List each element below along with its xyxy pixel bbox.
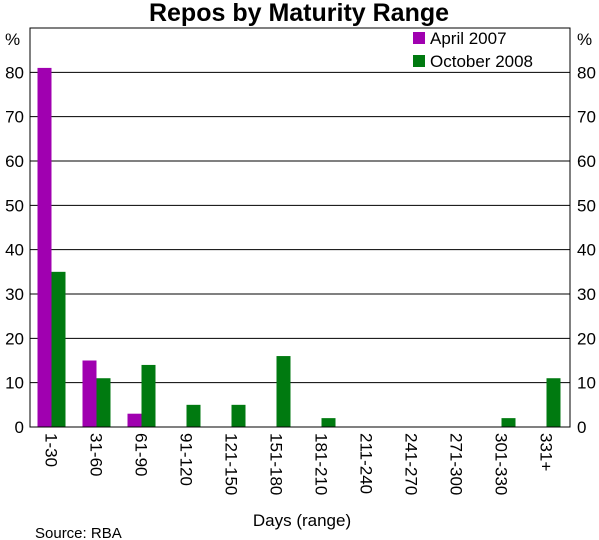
bar-april-2007-1-30: [37, 67, 52, 428]
legend-swatch: [413, 55, 425, 67]
y-tick-label-right: 60: [577, 152, 596, 171]
y-tick-label-right: 50: [577, 196, 596, 215]
y-tick-label-left: 20: [5, 329, 24, 348]
y-axis-ticks: 0 0 10 10 20 20 30 30 40 40 50 50 60 60 70 70 80 80: [5, 63, 596, 437]
y-tick-label-right: 40: [577, 241, 596, 260]
x-axis-label: Days (range): [253, 511, 351, 530]
y-tick-label-right: 30: [577, 285, 596, 304]
bars: [37, 67, 561, 428]
y-tick-label-right: 10: [577, 374, 596, 393]
plot-frame: [29, 27, 571, 428]
y-tick-label-left: 10: [5, 374, 24, 393]
gridlines: [30, 71, 570, 384]
bar-october-2008-301-330: [501, 418, 516, 427]
x-tick-label: 301-330: [492, 433, 511, 495]
y-tick-label-left: 40: [5, 241, 24, 260]
x-tick-label: 331+: [537, 433, 556, 471]
source-note: Source: RBA: [35, 525, 122, 540]
bar-april-2007-31-60: [82, 360, 97, 427]
bar-april-2007-61-90: [127, 413, 142, 427]
x-tick-label: 211-240: [357, 433, 376, 494]
bar-october-2008-61-90: [141, 364, 156, 427]
y-tick-label-left: 70: [5, 108, 24, 127]
y-tick-label-right: 20: [577, 329, 596, 348]
legend-label: October 2008: [430, 52, 533, 71]
bar-october-2008-1-30: [51, 271, 66, 427]
legend-swatch: [413, 32, 425, 44]
y-tick-label-left: 50: [5, 196, 24, 215]
x-tick-label: 241-270: [402, 433, 421, 495]
chart-title: Repos by Maturity Range: [149, 0, 449, 27]
x-tick-label: 151-180: [267, 433, 286, 495]
x-tick-label: 91-120: [177, 433, 196, 486]
y-tick-label-left: 60: [5, 152, 24, 171]
x-axis-ticks: 1-30 31-60 61-90 91-120 121-150 151-180 181-21…: [42, 433, 556, 495]
x-tick-label: 61-90: [132, 433, 151, 476]
y-tick-label-right: 0: [577, 418, 586, 437]
y-tick-label-left: 30: [5, 285, 24, 304]
y-tick-label-right: 80: [577, 63, 596, 82]
bar-october-2008-181-210: [321, 418, 336, 427]
x-tick-label: 31-60: [87, 433, 106, 476]
x-tick-label: 121-150: [222, 433, 241, 495]
x-tick-label: 1-30: [42, 433, 61, 467]
bar-october-2008-91-120: [186, 404, 201, 427]
bar-october-2008-31-60: [96, 378, 111, 427]
bar-october-2008-331+: [546, 378, 561, 427]
x-tick-label: 271-300: [447, 433, 466, 495]
right-unit-label: %: [577, 30, 592, 49]
bar-october-2008-121-150: [231, 404, 246, 427]
y-tick-label-left: 80: [5, 63, 24, 82]
legend-label: April 2007: [430, 29, 507, 48]
x-tick-label: 181-210: [312, 433, 331, 495]
y-tick-label-right: 70: [577, 108, 596, 127]
legend: April 2007 October 2008: [413, 29, 533, 71]
bar-october-2008-151-180: [276, 356, 291, 427]
left-unit-label: %: [5, 30, 20, 49]
y-tick-label-left: 0: [15, 418, 24, 437]
